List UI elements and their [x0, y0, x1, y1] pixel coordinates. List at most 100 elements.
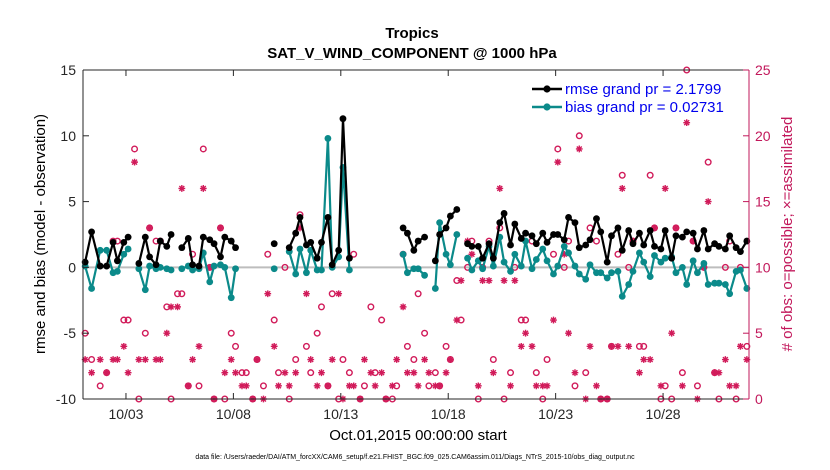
obs-possible-point [403, 342, 411, 350]
rmse-point [532, 240, 540, 248]
legend-bias-marker [543, 103, 551, 111]
rmse-point [399, 224, 407, 232]
obs-assimilated-point [120, 342, 128, 350]
obs-possible-point [238, 369, 246, 377]
bias-point [575, 270, 583, 278]
obs-assimilated-point [608, 342, 615, 350]
rmse-point [414, 237, 422, 245]
obs-assimilated-point [324, 382, 332, 390]
obs-assimilated-point [242, 382, 250, 390]
obs-assimilated-point [672, 224, 680, 232]
obs-possible-point [704, 158, 712, 166]
obs-possible-point [442, 342, 450, 350]
obs-assimilated-point [318, 369, 325, 377]
y-axis-ticks: -10 -5 0 5 10 15 [56, 62, 89, 407]
bias-point [96, 246, 104, 254]
bias-point [421, 271, 428, 279]
obs-assimilated-point [167, 303, 175, 311]
rmse-point [167, 231, 175, 238]
obs-possible-point [345, 369, 353, 377]
x-tick-label: 10/23 [538, 406, 573, 422]
obs-assimilated-point [206, 264, 214, 271]
bias-point [189, 266, 196, 274]
obs-assimilated-point [131, 158, 138, 166]
rmse-point [103, 262, 111, 270]
bias-point [614, 267, 622, 275]
bias-point [141, 286, 149, 294]
rmse-point [468, 242, 476, 250]
x-tick-label: 10/28 [646, 406, 681, 422]
obs-assimilated-point [575, 145, 583, 153]
obs-assimilated-series [81, 119, 751, 403]
obs-assimilated-point [726, 382, 734, 390]
bias-point [113, 267, 121, 275]
bias-point [468, 266, 476, 274]
rmse-point [539, 229, 547, 237]
bias-point [324, 135, 332, 142]
obs-possible-point [571, 382, 579, 390]
y-tick-label: -10 [56, 391, 76, 407]
obs-possible-point [270, 316, 278, 324]
rmse-point [313, 254, 321, 262]
obs-possible-point [120, 316, 128, 324]
obs-possible-point [378, 316, 386, 324]
obs-possible-point [543, 356, 551, 364]
obs-assimilated-point [135, 356, 143, 363]
obs-assimilated-point [500, 277, 508, 284]
bias-point [167, 266, 175, 274]
bias-point [346, 266, 353, 274]
obs-possible-point [410, 356, 418, 364]
bias-point [625, 281, 633, 288]
obs-possible-point [575, 132, 583, 140]
rmse-point [318, 238, 325, 246]
obs-assimilated-point [618, 185, 626, 192]
y-tick-label: -5 [64, 325, 77, 341]
y2-tick-label: 15 [755, 194, 771, 210]
obs-assimilated-point [103, 369, 111, 377]
bias-point [539, 245, 547, 253]
bias-point [227, 294, 235, 302]
obs-possible-point [743, 342, 751, 350]
bias-point [704, 281, 712, 288]
obs-assimilated-point [683, 119, 691, 127]
obs-possible-point [507, 369, 515, 377]
rmse-point [603, 258, 611, 266]
rmse-point [517, 235, 525, 242]
bias-point [500, 258, 508, 266]
obs-assimilated-point [689, 237, 697, 245]
obs-assimilated-point [313, 382, 321, 390]
rmse-point [704, 245, 712, 253]
obs-possible-point [646, 171, 654, 179]
obs-possible-point [328, 290, 336, 298]
obs-assimilated-point [335, 290, 343, 298]
bias-point [453, 231, 461, 238]
bias-point [597, 269, 605, 277]
rmse-point [335, 246, 343, 254]
rmse-point [657, 245, 665, 253]
bias-point [565, 249, 572, 257]
obs-possible-point [264, 250, 272, 258]
rmse-point [210, 240, 218, 248]
rmse-point [346, 254, 353, 262]
footnote: data file: /Users/raeder/DAI/ATM_forcXX/… [195, 454, 635, 461]
bias-point [646, 273, 654, 281]
obs-assimilated-point [303, 290, 310, 298]
rmse-point [453, 206, 461, 213]
bias-point [303, 269, 310, 277]
y2-tick-label: 10 [755, 259, 771, 275]
rmse-point [404, 229, 411, 237]
obs-assimilated-point [328, 356, 336, 363]
rmse-point [307, 238, 315, 246]
rmse-point [96, 262, 104, 270]
bias-point [582, 275, 590, 283]
x-tick-label: 10/08 [216, 406, 251, 422]
obs-assimilated-point [640, 356, 648, 363]
rmse-point [597, 228, 605, 236]
obs-possible-point [614, 250, 622, 258]
bias-point [603, 274, 611, 282]
obs-possible-point [360, 382, 368, 390]
obs-possible-point [275, 369, 283, 377]
rmse-point [431, 257, 439, 265]
obs-assimilated-point [253, 356, 261, 363]
legend-box [528, 76, 745, 119]
